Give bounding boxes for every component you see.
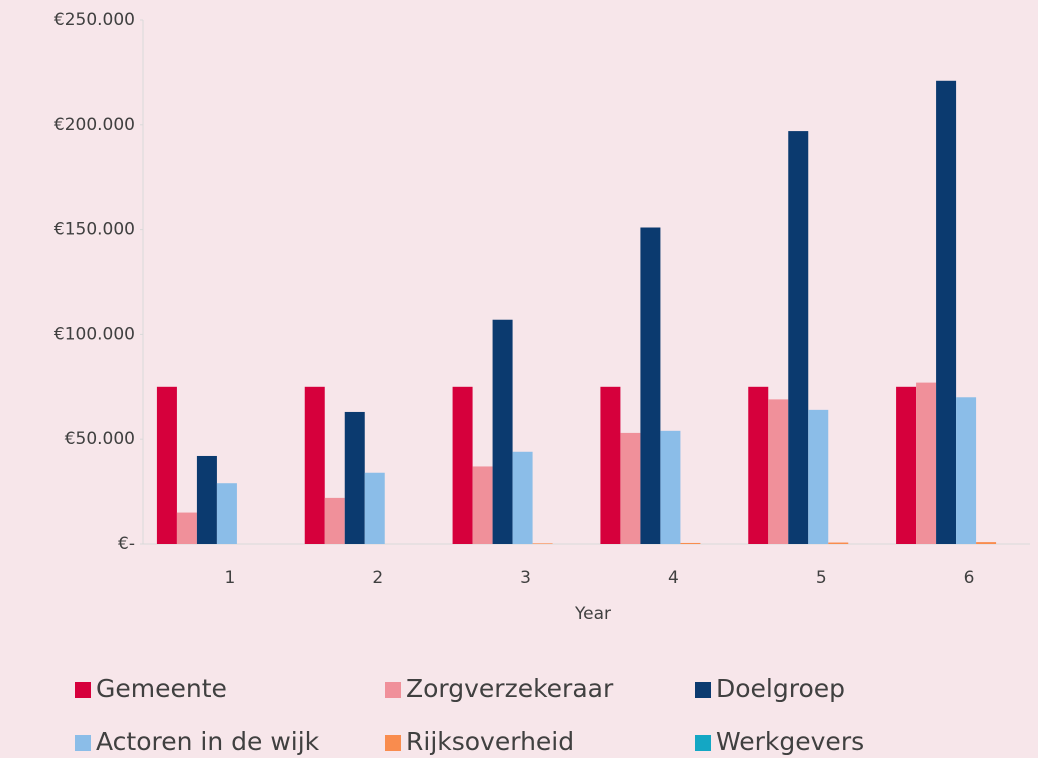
x-tick-label: 3	[520, 568, 531, 588]
legend-swatch	[695, 682, 711, 698]
bar	[620, 432, 641, 544]
legend-label: Gemeente	[96, 674, 227, 703]
bar	[748, 386, 769, 544]
bar	[680, 542, 701, 544]
bar	[156, 386, 177, 544]
y-tick-label: €50.000	[65, 429, 135, 449]
bar	[216, 483, 237, 544]
bar	[768, 399, 789, 544]
bar	[304, 386, 325, 544]
bar	[788, 131, 809, 544]
bar	[472, 466, 493, 544]
bar	[896, 386, 917, 544]
bar	[452, 386, 473, 544]
y-tick-label: €100.000	[54, 324, 135, 344]
bar	[492, 319, 513, 544]
x-tick-label: 5	[816, 568, 827, 588]
legend-swatch	[695, 735, 711, 751]
legend-swatch	[75, 682, 91, 698]
bar	[324, 497, 345, 544]
y-tick-label: €250.000	[54, 10, 135, 30]
legend-label: Werkgevers	[716, 727, 864, 756]
bar	[176, 512, 197, 544]
bar	[344, 411, 365, 544]
bar	[196, 455, 217, 544]
bar	[828, 542, 849, 544]
bar	[364, 472, 385, 544]
bar	[532, 543, 553, 544]
bar	[808, 409, 829, 544]
bar	[916, 382, 937, 544]
legend-swatch	[385, 682, 401, 698]
legend-swatch	[385, 735, 401, 751]
x-tick-label: 4	[668, 568, 679, 588]
legend-label: Zorgverzekeraar	[406, 674, 614, 703]
x-tick-label: 1	[225, 568, 236, 588]
legend-swatch	[75, 735, 91, 751]
x-tick-label: 2	[372, 568, 383, 588]
x-axis-label: Year	[574, 604, 611, 624]
legend-label: Doelgroep	[716, 674, 845, 703]
bar	[660, 430, 681, 544]
bar	[512, 451, 533, 544]
y-tick-label: €-	[118, 534, 135, 554]
legend-label: Actoren in de wijk	[96, 727, 320, 756]
bar	[976, 542, 997, 544]
bar	[640, 227, 661, 544]
bar	[956, 397, 977, 544]
bar	[600, 386, 621, 544]
x-tick-label: 6	[964, 568, 975, 588]
legend-label: Rijksoverheid	[406, 727, 574, 756]
y-tick-label: €150.000	[54, 220, 135, 240]
y-tick-label: €200.000	[54, 115, 135, 135]
bar	[936, 80, 957, 544]
